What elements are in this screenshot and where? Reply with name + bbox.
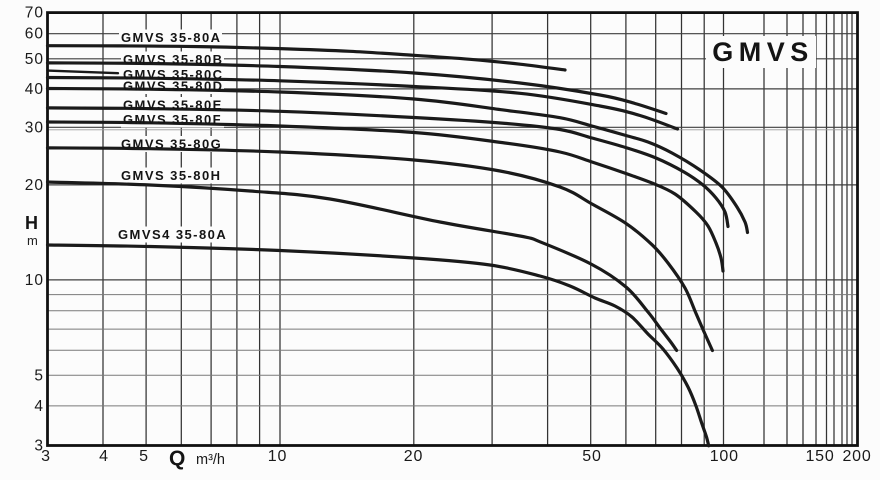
svg-text:150: 150 [805,448,834,465]
svg-text:GMVS: GMVS [712,37,814,67]
svg-text:40: 40 [25,81,44,98]
svg-text:H: H [25,213,38,233]
svg-text:GMVS 35-80C: GMVS 35-80C [123,67,223,82]
svg-text:4: 4 [99,448,109,465]
svg-text:100: 100 [710,448,739,465]
svg-text:GMVS 35-80D: GMVS 35-80D [123,79,223,94]
svg-text:60: 60 [25,26,44,43]
svg-text:GMVS 35-80B: GMVS 35-80B [123,52,223,67]
svg-text:m: m [27,233,38,248]
svg-text:3: 3 [41,448,51,465]
svg-text:10: 10 [268,448,287,465]
svg-text:20: 20 [25,177,44,194]
svg-text:20: 20 [404,448,423,465]
svg-text:3: 3 [34,438,44,455]
svg-text:GMVS 35-80H: GMVS 35-80H [121,168,221,183]
svg-text:10: 10 [25,272,44,289]
svg-text:GMVS 35-80E: GMVS 35-80E [123,98,223,113]
svg-text:Q: Q [169,447,185,470]
svg-text:5: 5 [34,367,44,384]
svg-text:4: 4 [34,398,44,415]
svg-text:GMVS4 35-80A: GMVS4 35-80A [118,227,227,242]
svg-text:GMVS 35-80G: GMVS 35-80G [121,137,222,152]
svg-text:GMVS 35-80A: GMVS 35-80A [121,30,221,45]
svg-text:200: 200 [842,448,871,465]
svg-text:50: 50 [25,51,44,68]
svg-text:m³/h: m³/h [196,452,225,468]
svg-text:50: 50 [582,448,601,465]
svg-text:5: 5 [139,448,149,465]
svg-text:GMVS 35-80F: GMVS 35-80F [123,112,222,127]
svg-text:70: 70 [25,5,44,22]
svg-text:30: 30 [25,119,44,136]
